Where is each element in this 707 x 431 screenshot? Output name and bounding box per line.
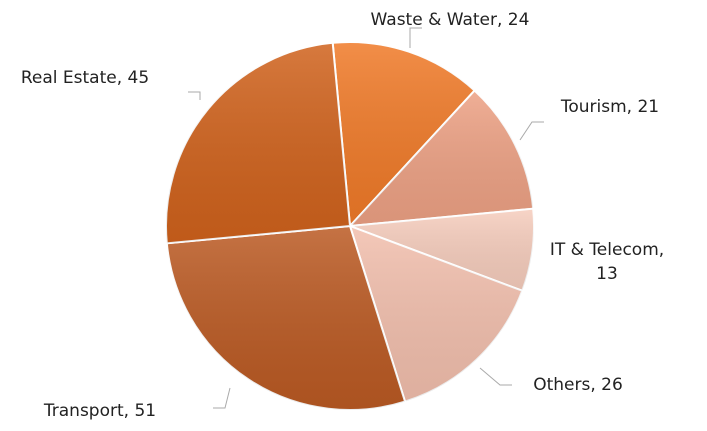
label-part: 51 xyxy=(134,401,157,421)
label-part: 13 xyxy=(596,264,618,284)
label-part: Others xyxy=(533,375,591,395)
leader-line xyxy=(409,27,422,48)
label-part: , xyxy=(626,97,638,117)
data-label: IT & Telecom, 13 xyxy=(542,238,672,286)
label-part: Waste & Water xyxy=(370,10,497,30)
label-part: 26 xyxy=(601,375,623,395)
slice-shade xyxy=(166,42,350,244)
data-label: Others, 26 xyxy=(533,375,623,395)
slice-shade xyxy=(350,90,534,226)
data-label: Transport, 51 xyxy=(44,401,156,421)
slice-shade xyxy=(350,226,523,402)
data-label: Waste & Water, 24 xyxy=(371,10,530,30)
label-part: , xyxy=(123,401,135,421)
label-part: , xyxy=(658,240,665,260)
data-label: Real Estate, 45 xyxy=(21,68,149,88)
leader-line xyxy=(188,91,201,100)
label-part: 45 xyxy=(127,68,150,88)
slice-shade xyxy=(332,41,475,226)
slice-shade xyxy=(166,226,406,411)
leader-line xyxy=(519,121,544,141)
leader-line xyxy=(213,387,231,409)
label-part: , xyxy=(116,68,128,88)
label-part: 24 xyxy=(507,10,530,30)
leader-line xyxy=(479,367,512,386)
label-part: Transport xyxy=(43,401,124,421)
data-label: Tourism, 21 xyxy=(561,97,659,117)
label-part: , xyxy=(496,10,508,30)
label-part: , xyxy=(590,375,602,395)
label-part: 21 xyxy=(637,97,660,117)
label-part: Real Estate xyxy=(20,68,117,88)
slice-shade xyxy=(350,208,534,291)
label-part: IT & Telecom xyxy=(549,240,659,260)
label-part: Tourism xyxy=(560,97,627,117)
